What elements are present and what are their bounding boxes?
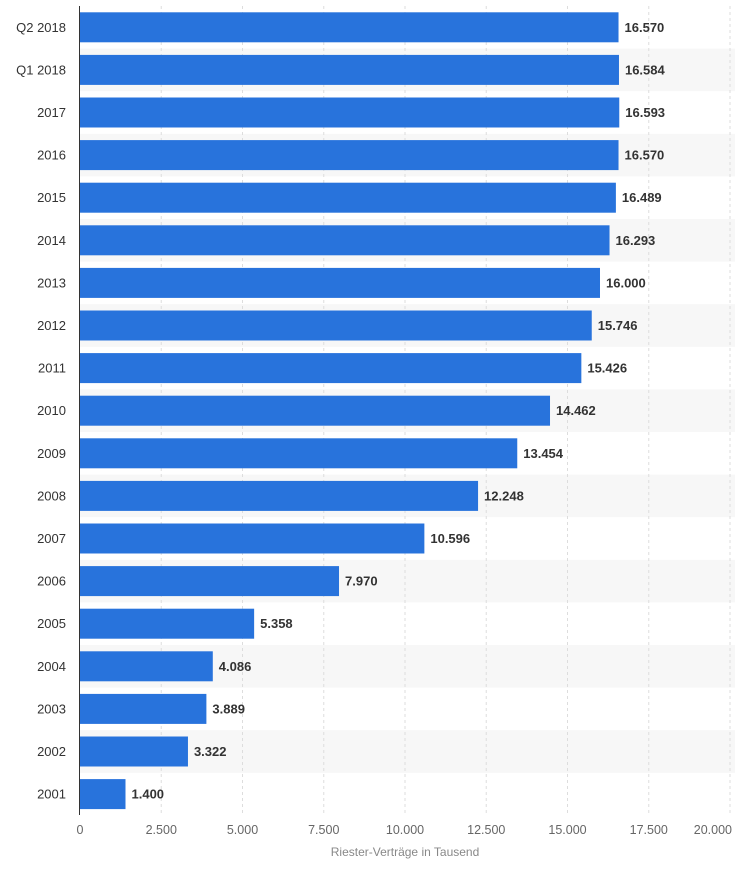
bar: [80, 182, 616, 213]
category-label: Q1 2018: [16, 62, 66, 77]
x-tick-label: 20.000: [694, 823, 732, 837]
row-band: [80, 730, 735, 773]
bar: [80, 651, 213, 682]
bar: [80, 140, 619, 171]
bar: [80, 480, 479, 511]
bar: [80, 97, 620, 128]
category-label: 2015: [37, 190, 66, 205]
value-label: 16.584: [625, 62, 666, 77]
value-label: 3.889: [212, 701, 245, 716]
category-label: 2009: [37, 446, 66, 461]
bar: [80, 310, 592, 341]
x-axis-title: Riester-Verträge in Tausend: [331, 845, 480, 859]
category-label: 2013: [37, 275, 66, 290]
bar: [80, 12, 619, 43]
value-label: 5.358: [260, 616, 293, 631]
value-label: 15.426: [587, 361, 627, 376]
category-label: 2016: [37, 148, 66, 163]
value-label: 16.570: [625, 148, 665, 163]
category-label: 2005: [37, 616, 66, 631]
category-label: 2012: [37, 318, 66, 333]
value-label: 7.970: [345, 574, 378, 589]
value-label: 12.248: [484, 488, 524, 503]
x-tick-label: 7.500: [308, 823, 339, 837]
bar: [80, 353, 582, 384]
bar: [80, 779, 126, 810]
value-label: 16.000: [606, 275, 646, 290]
category-label: 2003: [37, 701, 66, 716]
x-tick-label: 12.500: [467, 823, 505, 837]
category-label: 2006: [37, 574, 66, 589]
value-label: 16.293: [616, 233, 656, 248]
value-label: 10.596: [430, 531, 470, 546]
value-label: 15.746: [598, 318, 638, 333]
bar: [80, 566, 340, 597]
category-label: 2010: [37, 403, 66, 418]
category-label: Q2 2018: [16, 20, 66, 35]
value-label: 16.593: [625, 105, 665, 120]
value-label: 1.400: [132, 787, 165, 802]
x-tick-label: 0: [77, 823, 84, 837]
category-labels-group: Q2 2018 Q1 2018 2017 2016 2015 2014 2013 2012 20…: [16, 20, 66, 802]
value-label: 16.489: [622, 190, 662, 205]
category-label: 2002: [37, 744, 66, 759]
bars-group: [80, 12, 620, 810]
bar: [80, 267, 600, 298]
category-label: 2008: [37, 488, 66, 503]
bar: [80, 693, 207, 724]
x-tick-labels-group: 0 2.500 5.000 7.500 10.000 12.500 15.000 17.500…: [77, 823, 733, 837]
x-tick-label: 2.500: [146, 823, 177, 837]
x-tick-label: 10.000: [386, 823, 424, 837]
bar: [80, 225, 610, 256]
x-tick-label: 5.000: [227, 823, 258, 837]
category-label: 2007: [37, 531, 66, 546]
category-label: 2004: [37, 659, 66, 674]
bar: [80, 523, 425, 554]
value-label: 14.462: [556, 403, 596, 418]
x-tick-label: 17.500: [630, 823, 668, 837]
bar: [80, 608, 255, 639]
bar: [80, 395, 551, 426]
value-labels-group: 16.570 16.584 16.593 16.570 16.489 16.293 16.0…: [132, 20, 666, 802]
bar: [80, 438, 518, 469]
value-label: 3.322: [194, 744, 227, 759]
bar: [80, 736, 188, 767]
x-tick-label: 15.000: [548, 823, 586, 837]
category-label: 2001: [37, 787, 66, 802]
value-label: 16.570: [625, 20, 665, 35]
value-label: 4.086: [219, 659, 252, 674]
value-label: 13.454: [523, 446, 564, 461]
category-label: 2017: [37, 105, 66, 120]
bar: [80, 54, 619, 85]
category-label: 2011: [38, 361, 66, 376]
category-label: 2014: [37, 233, 66, 248]
